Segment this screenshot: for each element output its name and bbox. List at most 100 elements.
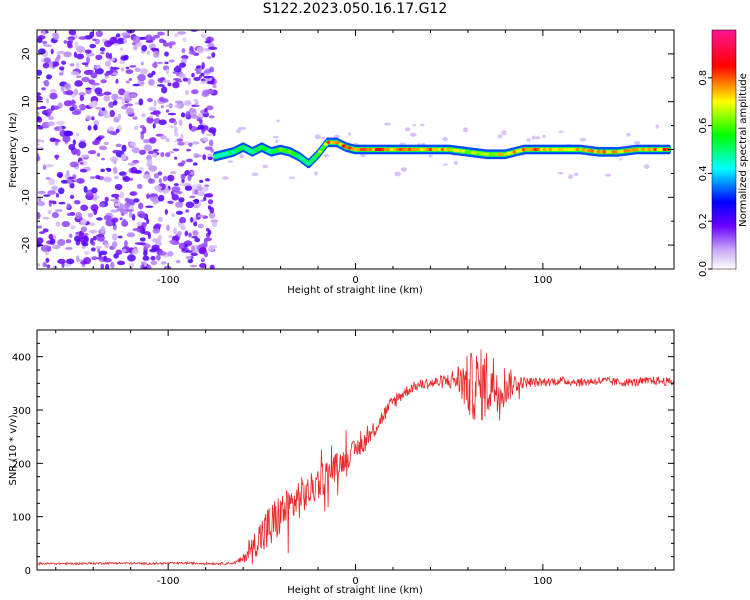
noise-blob xyxy=(137,73,146,82)
noise-blob xyxy=(531,135,536,140)
noise-blob xyxy=(103,114,111,119)
noise-blob xyxy=(103,176,112,183)
noise-blob xyxy=(185,209,190,213)
noise-blob xyxy=(146,98,154,103)
noise-blob xyxy=(43,79,50,87)
noise-blob xyxy=(69,106,75,112)
noise-blob xyxy=(57,238,66,247)
noise-blob xyxy=(61,220,71,228)
noise-blob xyxy=(63,40,68,44)
noise-blob xyxy=(179,134,184,140)
noise-blob xyxy=(124,240,128,248)
ridge-core xyxy=(296,154,302,159)
noise-blob xyxy=(146,218,150,225)
noise-blob xyxy=(110,198,119,202)
noise-blob xyxy=(85,56,91,64)
noise-blob xyxy=(111,233,118,241)
noise-blob xyxy=(65,90,74,96)
noise-blob xyxy=(81,242,89,247)
noise-blob xyxy=(99,250,108,256)
noise-blob xyxy=(45,176,51,180)
noise-blob xyxy=(199,179,204,184)
noise-blob xyxy=(80,154,90,158)
noise-blob xyxy=(197,191,206,197)
noise-blob xyxy=(186,148,191,152)
noise-blob xyxy=(69,194,75,200)
noise-blob xyxy=(180,173,186,180)
noise-blob xyxy=(175,201,184,208)
noise-blob xyxy=(262,164,269,169)
noise-blob xyxy=(276,119,280,123)
y-tick-label: 300 xyxy=(12,406,31,417)
noise-blob xyxy=(185,110,191,118)
noise-blob xyxy=(49,238,56,245)
noise-blob xyxy=(453,160,458,166)
noise-blob xyxy=(132,227,141,232)
noise-blob xyxy=(187,77,192,85)
noise-blob xyxy=(169,43,173,49)
noise-blob xyxy=(121,105,128,110)
noise-blob xyxy=(204,107,208,113)
noise-blob xyxy=(96,217,103,221)
noise-blob xyxy=(207,156,213,161)
noise-blob xyxy=(42,262,47,268)
ridge-core xyxy=(317,150,323,154)
noise-blob xyxy=(113,43,121,46)
noise-blob xyxy=(84,49,92,54)
noise-blob xyxy=(199,119,203,125)
noise-blob xyxy=(52,244,61,250)
noise-blob xyxy=(37,225,43,229)
noise-blob xyxy=(191,72,195,78)
noise-blob xyxy=(54,209,63,213)
noise-blob xyxy=(66,212,72,217)
noise-blob xyxy=(115,143,122,148)
noise-blob xyxy=(190,252,198,257)
noise-blob xyxy=(181,54,189,60)
y-tick-label: 100 xyxy=(12,513,31,524)
noise-blob xyxy=(167,174,175,182)
noise-blob xyxy=(115,78,119,84)
noise-blob xyxy=(120,153,126,161)
noise-blob xyxy=(66,170,70,176)
noise-blob xyxy=(142,126,147,134)
noise-blob xyxy=(42,228,49,233)
noise-blob xyxy=(37,125,44,130)
snr-ticks: -100 0 100 0 100 200 300 400 xyxy=(12,329,674,587)
noise-blob xyxy=(157,84,165,87)
noise-blob xyxy=(206,133,213,137)
noise-blob xyxy=(138,202,144,210)
noise-blob xyxy=(46,264,51,269)
noise-blob xyxy=(67,176,75,180)
noise-blob xyxy=(37,212,41,220)
noise-blob xyxy=(49,88,58,93)
noise-blob xyxy=(183,140,190,146)
noise-blob xyxy=(191,104,200,107)
noise-blob xyxy=(194,68,199,72)
noise-blob xyxy=(605,173,612,177)
noise-blob xyxy=(37,92,41,96)
noise-blob xyxy=(120,67,125,72)
y-tick-label: -10 xyxy=(21,189,32,205)
noise-blob xyxy=(212,84,217,89)
noise-blob xyxy=(91,256,98,261)
noise-blob xyxy=(99,47,106,52)
noise-blob xyxy=(76,53,85,60)
noise-blob xyxy=(92,197,97,201)
noise-blob xyxy=(145,205,154,209)
noise-blob xyxy=(67,179,73,185)
noise-blob xyxy=(56,120,65,126)
noise-blob xyxy=(558,130,564,133)
noise-blob xyxy=(132,116,138,120)
noise-blob xyxy=(92,140,100,146)
noise-blob xyxy=(37,48,46,55)
noise-blob xyxy=(142,266,148,269)
noise-blob xyxy=(108,126,115,132)
noise-blob xyxy=(38,231,45,234)
noise-blob xyxy=(49,92,58,100)
noise-blob xyxy=(205,227,210,232)
noise-blob xyxy=(42,40,48,44)
spectrogram-y-axis-label: Frequency (Hz) xyxy=(8,112,19,188)
noise-blob xyxy=(185,250,194,253)
noise-blob xyxy=(120,55,128,61)
